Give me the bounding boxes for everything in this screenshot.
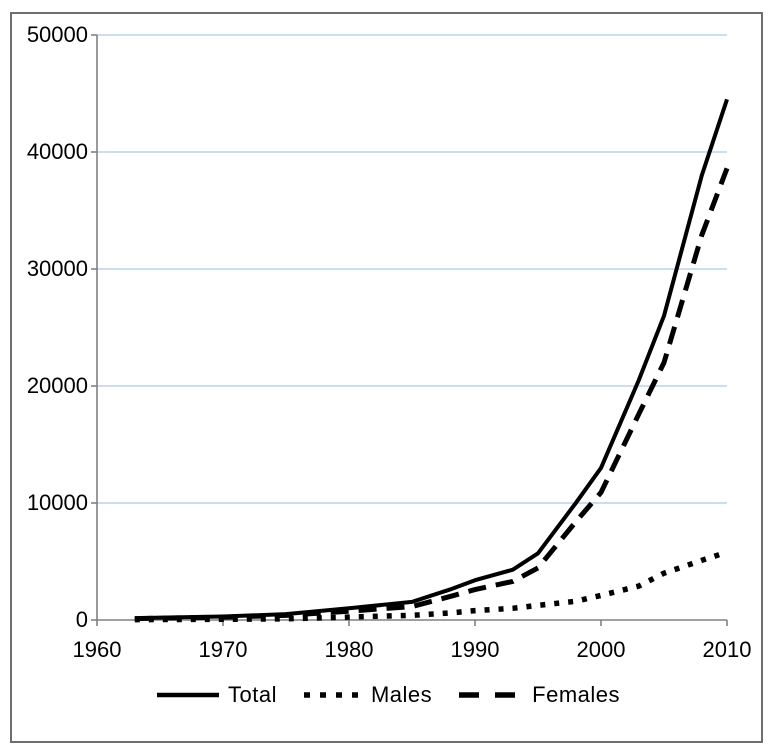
legend-item-males: Males [303, 682, 432, 708]
x-tick-label: 1970 [199, 637, 248, 662]
legend-label-females: Females [532, 682, 621, 707]
x-tick-label: 2010 [703, 637, 752, 662]
x-tick-label: 1990 [451, 637, 500, 662]
series-line-males [134, 549, 728, 623]
legend-item-females: Females [458, 682, 620, 708]
y-tick-label: 20000 [27, 373, 88, 398]
y-tick-label: 40000 [27, 139, 88, 164]
legend-item-total: Total [156, 682, 277, 708]
y-tick-label: 50000 [27, 22, 88, 47]
legend-swatch-dotted-line [303, 692, 362, 698]
x-tick-label: 1960 [73, 637, 122, 662]
series-line-total [134, 98, 729, 621]
legend-label-males: Males [370, 682, 433, 707]
y-tick-label: 30000 [27, 256, 88, 281]
series-line-females [134, 167, 730, 622]
legend-swatch-dashed-line [459, 692, 524, 698]
y-tick-label: 10000 [27, 490, 88, 515]
x-tick-label: 2000 [577, 637, 626, 662]
y-tick-label: 0 [76, 607, 88, 632]
legend-label-total: Total [227, 682, 277, 707]
legend-swatch-solid-line [156, 692, 219, 698]
x-tick-label: 1980 [325, 637, 374, 662]
legend: Total Males Females [0, 682, 776, 708]
